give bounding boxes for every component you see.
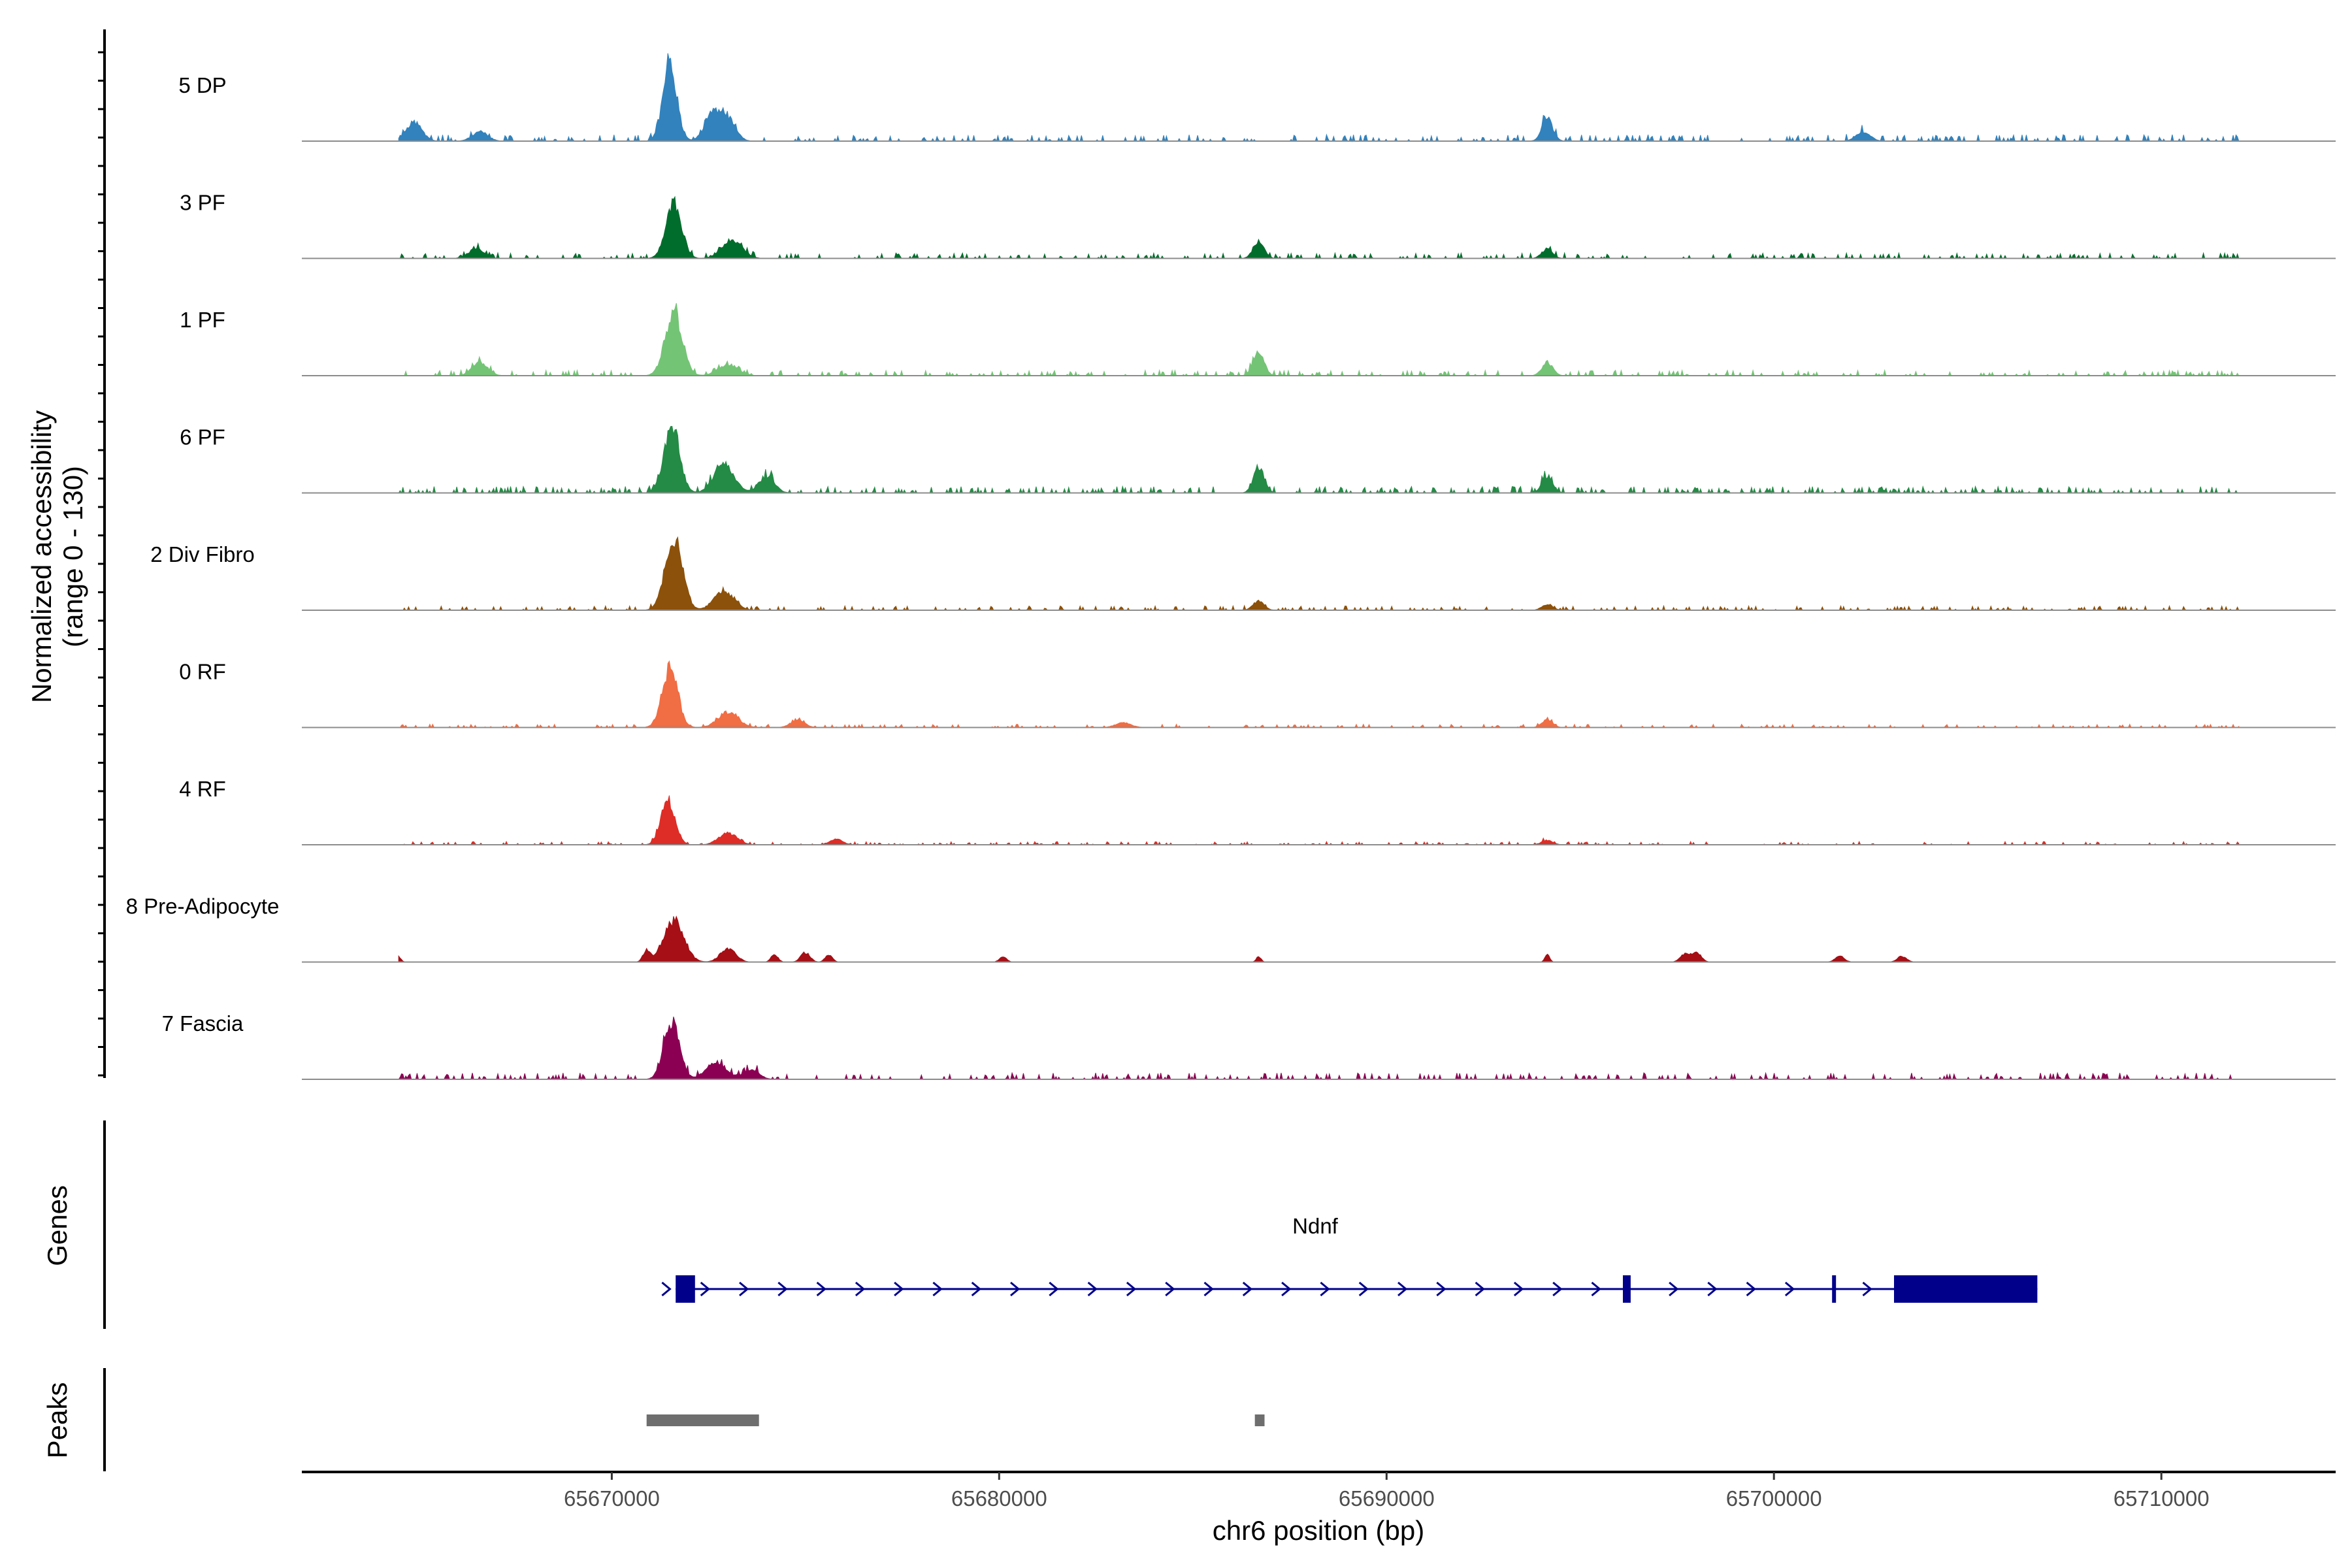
strand-arrow [1203, 1281, 1214, 1297]
strand-arrow [1087, 1281, 1098, 1297]
strand-arrow [1591, 1281, 1601, 1297]
gene-exon [676, 1275, 695, 1303]
track-label: 1 PF [180, 308, 225, 332]
strand-arrow [1746, 1281, 1756, 1297]
strand-arrow [1784, 1281, 1795, 1297]
track-5-dp: 5 DP [178, 53, 2336, 142]
track-0-rf: 0 RF [179, 660, 2336, 728]
peak-region [1254, 1414, 1265, 1426]
x-axis-tick-label: 65690000 [1339, 1486, 1435, 1511]
gene-model [661, 1275, 2038, 1303]
peaks-panel-label: Peaks [42, 1382, 73, 1459]
track-6-pf: 6 PF [180, 425, 2336, 495]
strand-arrow [1552, 1281, 1563, 1297]
strand-arrow [932, 1281, 943, 1297]
strand-arrow [1049, 1281, 1059, 1297]
strand-arrow [1397, 1281, 1408, 1297]
strand-arrow [1320, 1281, 1330, 1297]
track-label: 6 PF [180, 425, 225, 449]
strand-arrow [971, 1281, 982, 1297]
y-axis: Normalized accessibility (range 0 - 130) [26, 29, 106, 1078]
track-4-rf: 4 RF [179, 777, 2336, 846]
track-2-div-fibro: 2 Div Fibro [150, 536, 2336, 612]
strand-arrow [1669, 1281, 1679, 1297]
peak-regions [646, 1414, 1265, 1426]
x-axis-tick-label: 65700000 [1726, 1486, 1822, 1511]
track-7-fascia: 7 Fascia [162, 1011, 2336, 1081]
gene-exon [1894, 1275, 2038, 1303]
x-axis-tick-label: 65710000 [2114, 1486, 2210, 1511]
track-label: 7 Fascia [162, 1011, 244, 1036]
coverage-tracks: 5 DP 3 PF 1 PF 6 PF 2 Div Fibro 0 RF 4 RF 8 Pre… [126, 53, 2336, 1081]
strand-arrow [1475, 1281, 1485, 1297]
strand-arrow [661, 1281, 672, 1297]
strand-arrow [1513, 1281, 1524, 1297]
track-8-pre-adipocyte: 8 Pre-Adipocyte [126, 894, 2336, 963]
y-axis-title-line-2: (range 0 - 130) [57, 466, 88, 647]
track-label: 2 Div Fibro [150, 542, 255, 566]
strand-arrow [1242, 1281, 1253, 1297]
track-1-pf: 1 PF [180, 302, 2336, 377]
y-axis-ticks [98, 51, 105, 1077]
track-label: 4 RF [179, 777, 226, 801]
strand-arrow [816, 1281, 826, 1297]
strand-arrow [1862, 1281, 1872, 1297]
strand-arrow [739, 1281, 749, 1297]
strand-arrow [777, 1281, 788, 1297]
y-axis-title-line-1: Normalized accessibility [26, 410, 57, 703]
track-label: 0 RF [179, 660, 226, 684]
strand-arrow [1707, 1281, 1718, 1297]
gene-exon [1832, 1275, 1837, 1303]
track-label: 3 PF [180, 191, 225, 215]
strand-arrow [1165, 1281, 1175, 1297]
strand-arrow [700, 1281, 711, 1297]
x-axis-title: chr6 position (bp) [1213, 1515, 1425, 1546]
track-label: 5 DP [178, 73, 226, 97]
strand-arrow [1358, 1281, 1369, 1297]
coverage-area [398, 425, 2239, 495]
strand-arrow [1281, 1281, 1292, 1297]
genes-panel: Genes Ndnf [42, 1120, 2038, 1329]
strand-arrow [1436, 1281, 1446, 1297]
x-axis-tick-label: 65670000 [564, 1486, 660, 1511]
track-label: 8 Pre-Adipocyte [126, 894, 280, 919]
gene-name-label: Ndnf [1292, 1214, 1339, 1238]
track-3-pf: 3 PF [180, 191, 2336, 260]
peaks-panel: Peaks [42, 1368, 1265, 1471]
strand-arrow [1126, 1281, 1137, 1297]
x-axis-tick-label: 65680000 [951, 1486, 1047, 1511]
strand-arrow [855, 1281, 866, 1297]
gene-exon [1623, 1275, 1631, 1303]
strand-arrow [894, 1281, 904, 1297]
strand-arrow [1010, 1281, 1021, 1297]
peak-region [646, 1414, 759, 1426]
x-axis: 65670000 65680000 65690000 65700000 65710000… [302, 1471, 2336, 1546]
genes-panel-label: Genes [42, 1185, 73, 1266]
x-axis-ticks: 65670000 65680000 65690000 65700000 65710000 [564, 1472, 2210, 1511]
